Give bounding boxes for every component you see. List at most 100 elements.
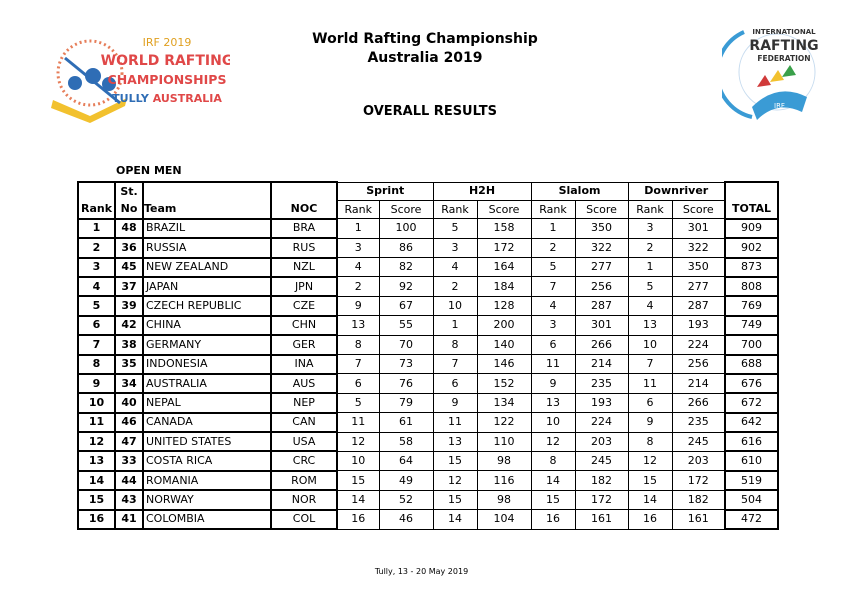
table-row: 1 48 BRAZIL BRA 1 100 5 158 1 350 3 301 909 [77, 217, 780, 240]
cell-team: NEPAL [142, 392, 272, 414]
cell-downriver-rank: 16 [627, 509, 673, 530]
cell-start-no: 40 [114, 392, 144, 414]
cell-start-no: 44 [114, 469, 144, 492]
cell-h2h-score: 98 [476, 450, 532, 472]
cell-h2h-rank: 12 [432, 470, 478, 491]
cell-sprint-score: 52 [378, 489, 434, 511]
cell-downriver-score: 245 [671, 431, 726, 452]
cell-team: UNITED STATES [142, 431, 272, 453]
header-slalom-score: Score [574, 199, 629, 220]
cell-h2h-score: 200 [476, 315, 532, 336]
cell-total: 909 [724, 217, 780, 240]
cell-h2h-rank: 2 [432, 276, 478, 297]
cell-start-no: 33 [114, 450, 144, 472]
cell-sprint-score: 86 [378, 237, 434, 259]
cell-rank: 13 [77, 450, 116, 472]
cell-slalom-rank: 2 [530, 237, 576, 259]
cell-h2h-rank: 8 [432, 334, 478, 356]
cell-noc: AUS [270, 372, 338, 395]
cell-total: 610 [724, 450, 780, 472]
header-slalom: Slalom [530, 181, 629, 201]
cell-team: JAPAN [142, 275, 272, 298]
cell-h2h-score: 116 [476, 470, 532, 491]
cell-rank: 5 [77, 295, 116, 317]
cell-downriver-score: 224 [671, 334, 726, 356]
cell-sprint-rank: 3 [336, 237, 380, 259]
cell-rank: 10 [77, 392, 116, 414]
cell-sprint-score: 55 [378, 315, 434, 336]
cell-slalom-rank: 12 [530, 431, 576, 452]
cell-team: RUSSIA [142, 237, 272, 259]
cell-downriver-score: 193 [671, 315, 726, 336]
cell-h2h-rank: 14 [432, 509, 478, 530]
cell-rank: 2 [77, 237, 116, 259]
cell-sprint-score: 82 [378, 257, 434, 278]
cell-noc: COL [270, 508, 338, 531]
svg-text:IRF 2019: IRF 2019 [143, 36, 192, 49]
svg-text:FEDERATION: FEDERATION [757, 54, 810, 63]
cell-downriver-rank: 14 [627, 489, 673, 511]
cell-sprint-score: 92 [378, 276, 434, 297]
table-row: 2 36 RUSSIA RUS 3 86 3 172 2 322 2 322 902 [77, 237, 780, 259]
cell-downriver-rank: 2 [627, 237, 673, 259]
header-h2h-score: Score [476, 199, 532, 220]
cell-team: NORWAY [142, 489, 272, 511]
table-row: 6 42 CHINA CHN 13 55 1 200 3 301 13 193 749 [77, 314, 780, 337]
cell-h2h-rank: 15 [432, 489, 478, 511]
cell-downriver-rank: 15 [627, 470, 673, 491]
championship-logo: IRF 2019 WORLD RAFTING CHAMPIONSHIPS TUL… [45, 28, 233, 123]
cell-noc: GER [270, 334, 338, 356]
header-slalom-rank: Rank [530, 199, 576, 220]
cell-sprint-score: 61 [378, 412, 434, 433]
table-row: 13 33 COSTA RICA CRC 10 64 15 98 8 245 12 203 610 [77, 450, 780, 472]
cell-rank: 9 [77, 372, 116, 395]
table-row: 7 38 GERMANY GER 8 70 8 140 6 266 10 224 700 [77, 334, 780, 356]
header-noc: NOC [270, 200, 338, 220]
cell-slalom-rank: 7 [530, 276, 576, 297]
cell-start-no: 41 [114, 508, 144, 531]
cell-team: AUSTRALIA [142, 372, 272, 395]
cell-downriver-score: 266 [671, 392, 726, 414]
cell-h2h-rank: 1 [432, 315, 478, 336]
cell-sprint-score: 49 [378, 470, 434, 491]
cell-slalom-score: 224 [574, 412, 629, 433]
cell-sprint-rank: 11 [336, 412, 380, 433]
table-row: 8 35 INDONESIA INA 7 73 7 146 11 214 7 256 688 [77, 353, 780, 375]
cell-noc: BRA [270, 217, 338, 240]
cell-rank: 15 [77, 489, 116, 511]
table-row: 3 45 NEW ZEALAND NZL 4 82 4 164 5 277 1 350 873 [77, 256, 780, 278]
table-row: 5 39 CZECH REPUBLIC CZE 9 67 10 128 4 287 4 287 769 [77, 295, 780, 317]
header-sprint-rank: Rank [336, 199, 380, 220]
cell-downriver-score: 277 [671, 276, 726, 297]
cell-noc: CZE [270, 295, 338, 317]
cell-start-no: 48 [114, 217, 144, 240]
cell-h2h-score: 140 [476, 334, 532, 356]
cell-total: 749 [724, 314, 780, 337]
cell-team: BRAZIL [142, 217, 272, 240]
cell-noc: RUS [270, 237, 338, 259]
cell-h2h-score: 172 [476, 237, 532, 259]
cell-start-no: 45 [114, 256, 144, 278]
cell-h2h-score: 134 [476, 392, 532, 414]
cell-sprint-rank: 7 [336, 354, 380, 375]
cell-slalom-rank: 8 [530, 450, 576, 472]
cell-sprint-rank: 9 [336, 295, 380, 317]
cell-noc: NZL [270, 256, 338, 278]
cell-start-no: 47 [114, 431, 144, 453]
header-downriver-rank: Rank [627, 199, 673, 220]
cell-sprint-score: 70 [378, 334, 434, 356]
svg-text:RAFTING: RAFTING [749, 38, 818, 54]
table-row: 12 47 UNITED STATES USA 12 58 13 110 12 203 8 245 61… [77, 431, 780, 453]
cell-slalom-score: 182 [574, 470, 629, 491]
cell-downriver-score: 172 [671, 470, 726, 491]
cell-rank: 4 [77, 275, 116, 298]
cell-h2h-rank: 15 [432, 450, 478, 472]
svg-text:INTERNATIONAL: INTERNATIONAL [752, 28, 816, 36]
cell-noc: ROM [270, 469, 338, 492]
cell-sprint-score: 46 [378, 509, 434, 530]
svg-text:IRF: IRF [774, 102, 785, 110]
cell-noc: NEP [270, 392, 338, 414]
cell-start-no: 42 [114, 314, 144, 337]
results-table: St. Sprint H2H Slalom Downriver Rank No … [77, 180, 780, 531]
cell-slalom-rank: 6 [530, 334, 576, 356]
